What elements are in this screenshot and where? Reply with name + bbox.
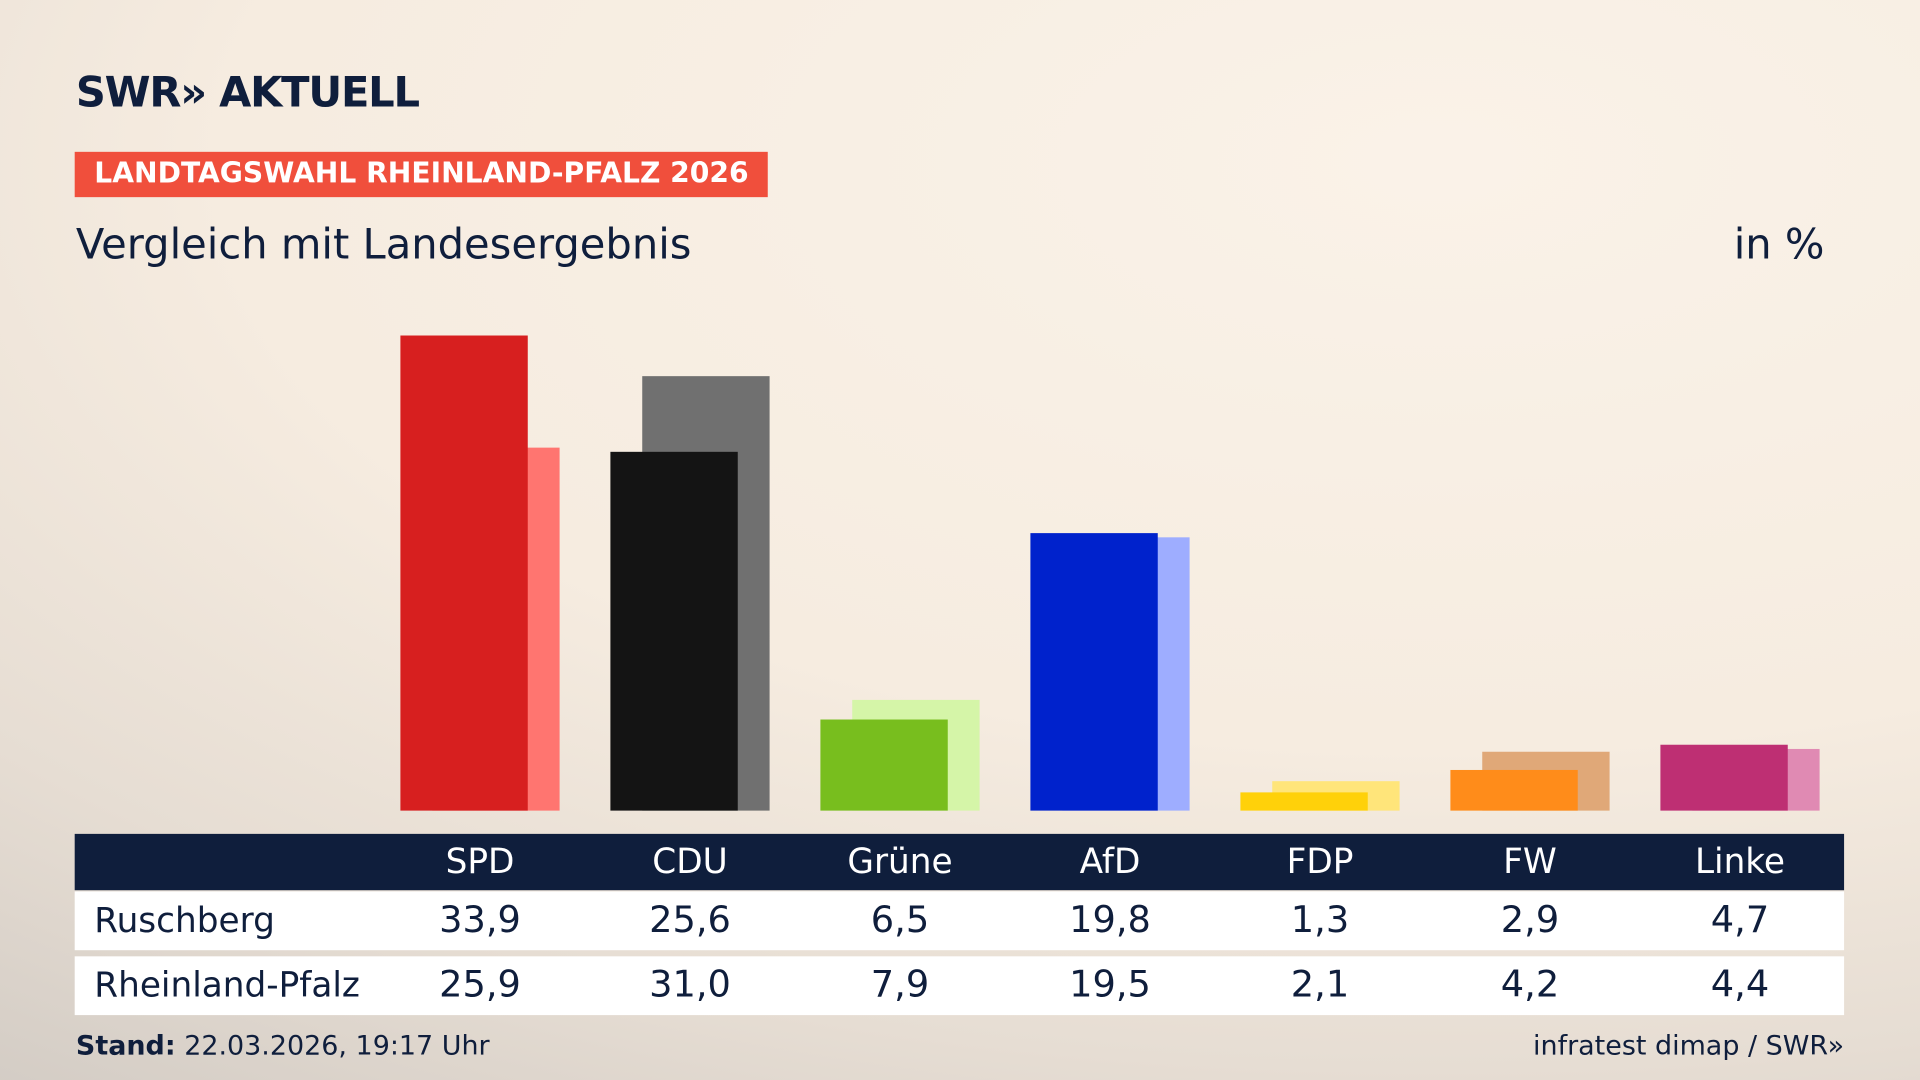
column-header-fw: FW: [1503, 841, 1557, 882]
column-header-cdu: CDU: [652, 841, 728, 882]
value-fdp: 1,3: [1290, 898, 1350, 942]
column-header-spd: SPD: [445, 841, 515, 882]
bar-linke-ruschberg: [1660, 744, 1788, 811]
value-spd: 33,9: [439, 898, 521, 942]
value-linke: 4,4: [1710, 963, 1770, 1007]
value-cdu: 31,0: [649, 963, 731, 1007]
bar-afd-ruschberg: [1030, 533, 1158, 811]
swr-aktuell-logo: SWR» AKTUELL: [75, 68, 420, 118]
value-cdu: 25,6: [649, 898, 731, 942]
bar-grüne-ruschberg: [820, 719, 948, 811]
row-label: Ruschberg: [94, 900, 275, 941]
source: infratest dimap / SWR»: [1533, 1031, 1845, 1062]
unit-label: in %: [1733, 220, 1825, 270]
table-row-rheinland-pfalz: 25,9 31,0 7,9 19,5 2,1 4,2 4,4 Rheinland-Pfalz: [74, 956, 1845, 1016]
bar-cdu-ruschberg: [610, 451, 738, 811]
column-header-fdp: FDP: [1286, 841, 1354, 882]
value-fdp: 2,1: [1290, 963, 1350, 1007]
timestamp: Stand: 22.03.2026, 19:17 Uhr: [76, 1031, 490, 1062]
value-fw: 2,9: [1500, 898, 1560, 942]
chart-subtitle: Vergleich mit Landesergebnis: [75, 220, 692, 270]
stand-value: 22.03.2026, 19:17 Uhr: [184, 1031, 490, 1062]
column-header-afd: AfD: [1079, 841, 1141, 882]
value-afd: 19,5: [1069, 963, 1151, 1007]
table-row-ruschberg: 33,9 25,6 6,5 19,8 1,3 2,9 4,7 Ruschberg: [74, 891, 1845, 951]
bar-fdp-ruschberg: [1240, 792, 1368, 811]
value-linke: 4,7: [1710, 898, 1770, 942]
table-header: SPD CDU Grüne AfD FDP FW Linke: [74, 833, 1845, 891]
election-tag: LANDTAGSWAHL RHEINLAND-PFALZ 2026: [74, 151, 769, 198]
row-label: Rheinland-Pfalz: [94, 964, 360, 1006]
column-header-linke: Linke: [1694, 841, 1786, 882]
value-afd: 19,8: [1069, 898, 1151, 942]
value-spd: 25,9: [439, 963, 521, 1007]
value-fw: 4,2: [1500, 963, 1560, 1007]
bar-spd-ruschberg: [400, 335, 528, 811]
bar-fw-ruschberg: [1450, 769, 1578, 811]
stand-label: Stand:: [75, 1031, 176, 1062]
column-header-grüne: Grüne: [847, 841, 953, 882]
value-grüne: 7,9: [870, 963, 930, 1007]
value-grüne: 6,5: [870, 898, 930, 942]
